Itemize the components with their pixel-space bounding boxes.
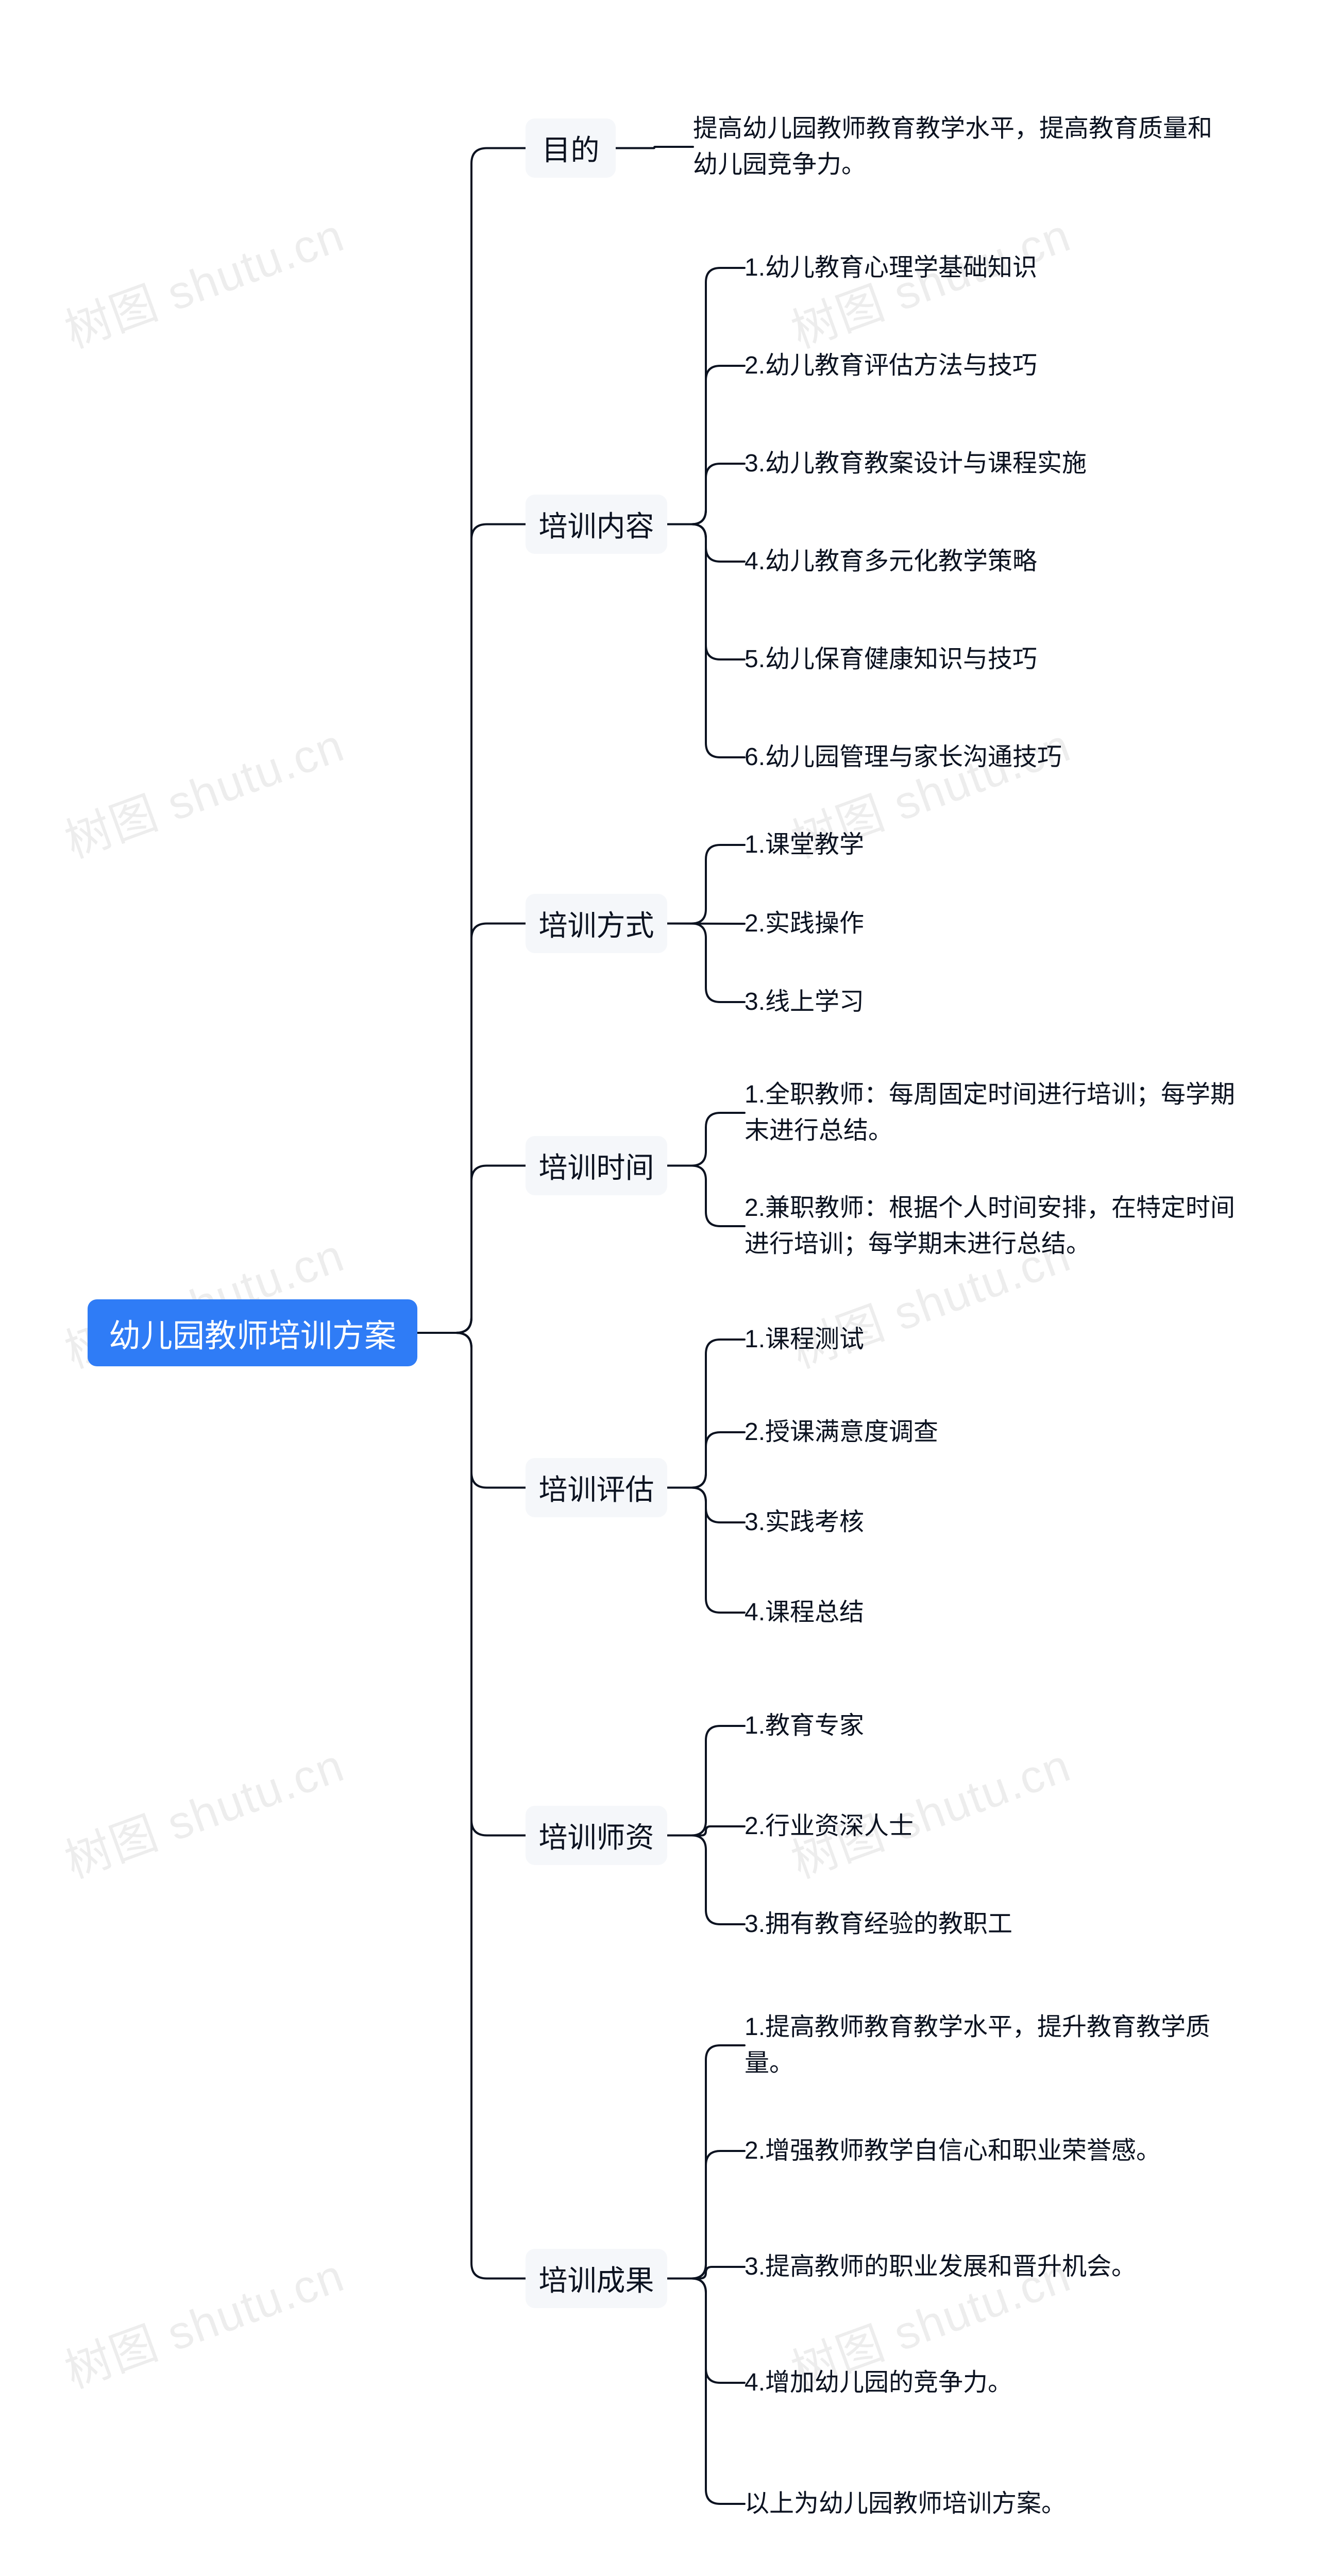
edge-layer — [0, 0, 1319, 2576]
leaf-outcome-0: 1.提高教师教育教学水平，提升教育教学质量。 — [745, 2012, 1244, 2079]
leaf-outcome-1: 2.增强教师教学自信心和职业荣誉感。 — [745, 2133, 1198, 2169]
leaf-eval-1: 2.授课满意度调查 — [745, 1414, 966, 1450]
leaf-content-5: 6.幼儿园管理与家长沟通技巧 — [745, 739, 1115, 775]
watermark: 树图 shutu.cn — [55, 1728, 352, 1891]
leaf-faculty-1: 2.行业资深人士 — [745, 1808, 940, 1844]
leaf-time-1: 2.兼职教师：根据个人时间安排，在特定时间进行培训；每学期末进行总结。 — [745, 1193, 1255, 1260]
leaf-faculty-0: 1.教育专家 — [745, 1708, 889, 1744]
leaf-eval-0: 1.课程测试 — [745, 1321, 889, 1358]
branch-purpose: 目的 — [526, 118, 616, 178]
root-node: 幼儿园教师培训方案 — [88, 1299, 417, 1366]
leaf-method-0: 1.课堂教学 — [745, 827, 889, 863]
leaf-time-0: 1.全职教师：每周固定时间进行培训；每学期末进行总结。 — [745, 1079, 1239, 1146]
branch-outcome: 培训成果 — [526, 2249, 667, 2308]
leaf-outcome-4: 以上为幼儿园教师培训方案。 — [745, 2486, 1121, 2522]
leaf-content-4: 5.幼儿保育健康知识与技巧 — [745, 641, 1079, 677]
leaf-faculty-2: 3.拥有教育经验的教职工 — [745, 1906, 1043, 1942]
branch-faculty: 培训师资 — [526, 1806, 667, 1865]
leaf-outcome-2: 3.提高教师的职业发展和晋升机会。 — [745, 2249, 1172, 2285]
leaf-outcome-3: 4.增加幼儿园的竞争力。 — [745, 2365, 1038, 2401]
leaf-content-2: 3.幼儿教育教案设计与课程实施 — [745, 446, 1136, 482]
branch-method: 培训方式 — [526, 894, 667, 953]
watermark: 树图 shutu.cn — [55, 708, 352, 871]
watermark: 树图 shutu.cn — [55, 198, 352, 361]
leaf-eval-2: 3.实践考核 — [745, 1504, 889, 1540]
leaf-content-0: 1.幼儿教育心理学基础知识 — [745, 250, 1079, 286]
branch-eval: 培训评估 — [526, 1458, 667, 1517]
branch-time: 培训时间 — [526, 1136, 667, 1195]
leaf-content-3: 4.幼儿教育多元化教学策略 — [745, 544, 1079, 580]
watermark: 树图 shutu.cn — [55, 2238, 352, 2401]
leaf-purpose-0: 提高幼儿园教师教育教学水平，提高教育质量和幼儿园竞争力。 — [693, 113, 1219, 180]
branch-content: 培训内容 — [526, 495, 667, 554]
leaf-eval-3: 4.课程总结 — [745, 1595, 889, 1631]
mindmap-canvas: 树图 shutu.cn 树图 shutu.cn 树图 shutu.cn 树图 shut… — [0, 0, 1319, 2576]
leaf-method-2: 3.线上学习 — [745, 984, 889, 1020]
leaf-method-1: 2.实践操作 — [745, 906, 889, 942]
leaf-content-1: 2.幼儿教育评估方法与技巧 — [745, 348, 1079, 384]
